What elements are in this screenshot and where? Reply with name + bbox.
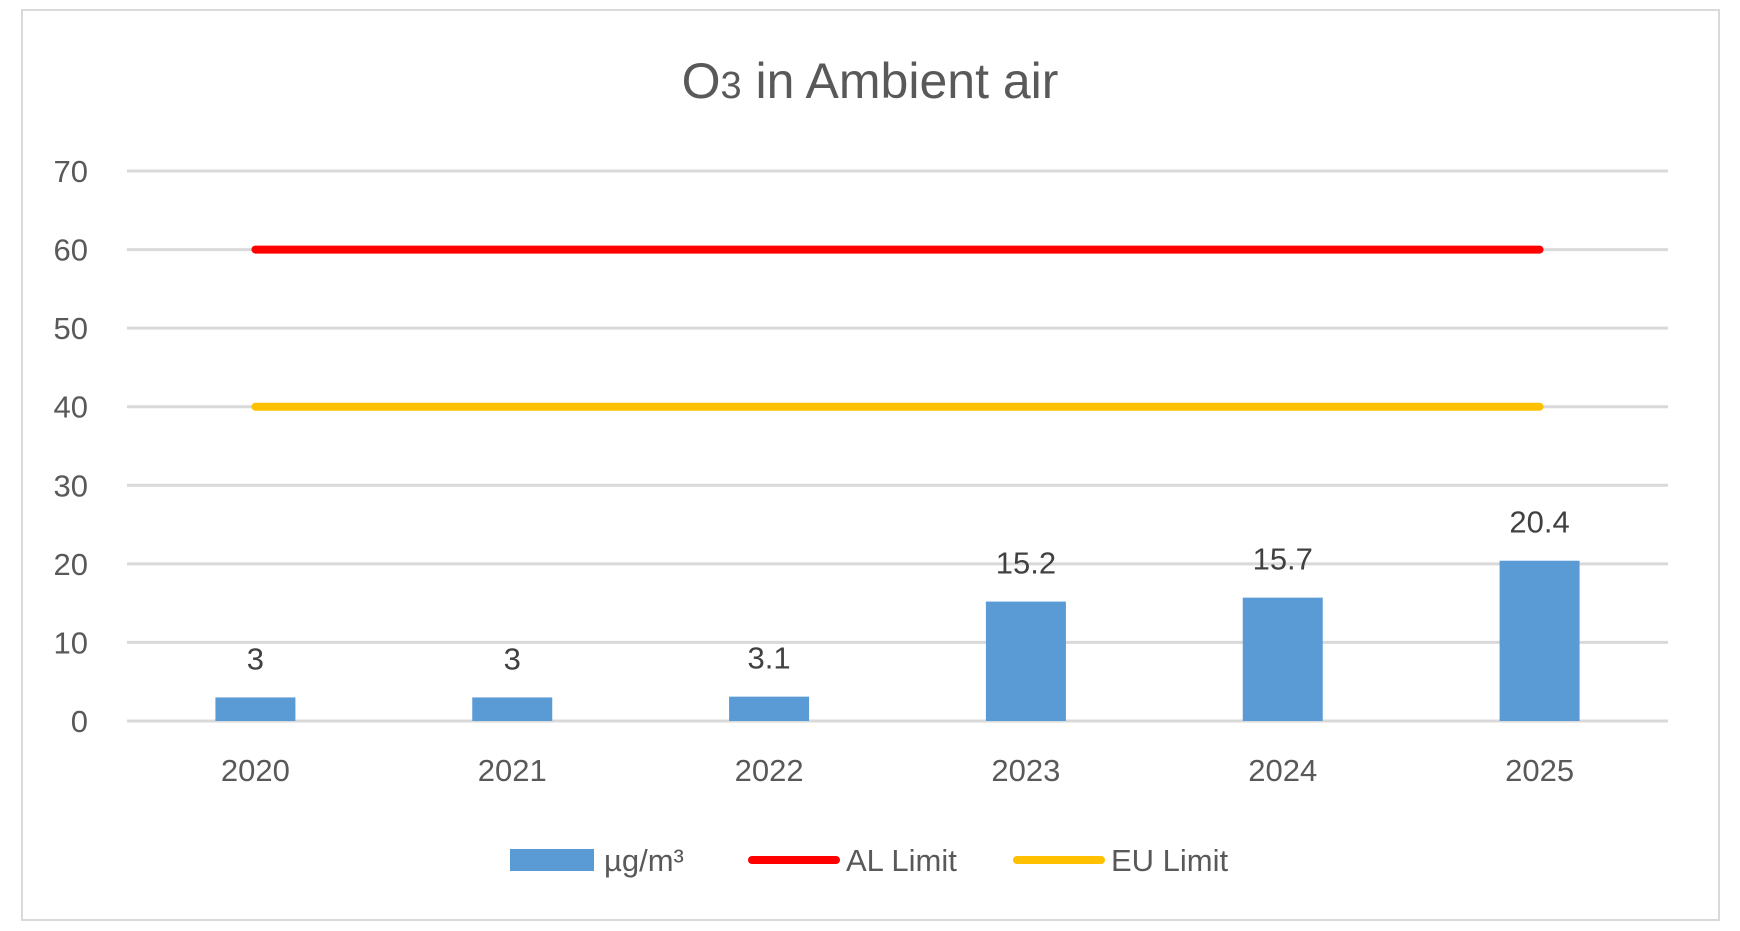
limit-lines: [251, 245, 1544, 411]
y-tick-label: 50: [54, 311, 88, 346]
legend-label: µg/m³: [604, 843, 684, 878]
x-tick-label: 2020: [221, 753, 290, 788]
y-axis-ticks: 0 10 20 30 40 50 60 70: [54, 154, 88, 739]
legend-item-al-limit: AL Limit: [748, 843, 957, 878]
y-tick-label: 20: [54, 547, 88, 582]
legend-item-eu-limit: EU Limit: [1013, 843, 1229, 878]
legend: µg/m³ AL Limit EU Limit: [510, 843, 1229, 878]
chart-title-main: O: [682, 53, 721, 109]
bar-2025: [1499, 560, 1580, 721]
data-label-2021: 3: [504, 641, 521, 676]
legend-item--g-m-: µg/m³: [510, 843, 684, 878]
data-label-2022: 3.1: [748, 641, 791, 676]
bar-2022: [729, 696, 810, 721]
x-tick-label: 2022: [735, 753, 804, 788]
y-tick-label: 40: [54, 390, 88, 425]
legend-swatch: [510, 849, 594, 871]
x-tick-label: 2021: [478, 753, 547, 788]
data-label-2024: 15.7: [1253, 542, 1313, 577]
data-label-2023: 15.2: [996, 546, 1056, 581]
data-labels: 3 3 3.1 15.2 15.7 20.4: [247, 505, 1570, 677]
data-label-2025: 20.4: [1509, 505, 1569, 540]
chart-frame: [21, 9, 1720, 921]
bar-2023: [985, 601, 1066, 721]
x-tick-label: 2025: [1505, 753, 1574, 788]
x-tick-label: 2024: [1248, 753, 1317, 788]
legend-label: AL Limit: [846, 843, 957, 878]
chart-title-rest: in Ambient air: [742, 53, 1059, 109]
bar-2021: [472, 697, 553, 721]
chart-title-subscript: 3: [720, 65, 741, 107]
x-axis-ticks: 2020 2021 2022 2023 2024 2025: [221, 753, 1574, 788]
y-tick-label: 0: [71, 704, 88, 739]
y-tick-label: 60: [54, 233, 88, 268]
data-label-2020: 3: [247, 641, 264, 676]
x-tick-label: 2023: [991, 753, 1060, 788]
y-tick-label: 10: [54, 625, 88, 660]
y-tick-label: 70: [54, 154, 88, 189]
bar-2024: [1242, 597, 1323, 721]
bar-series: [215, 560, 1580, 721]
bar-2020: [215, 697, 296, 721]
chart-title: O3 in Ambient air: [682, 53, 1059, 109]
legend-label: EU Limit: [1111, 843, 1229, 878]
y-tick-label: 30: [54, 468, 88, 503]
